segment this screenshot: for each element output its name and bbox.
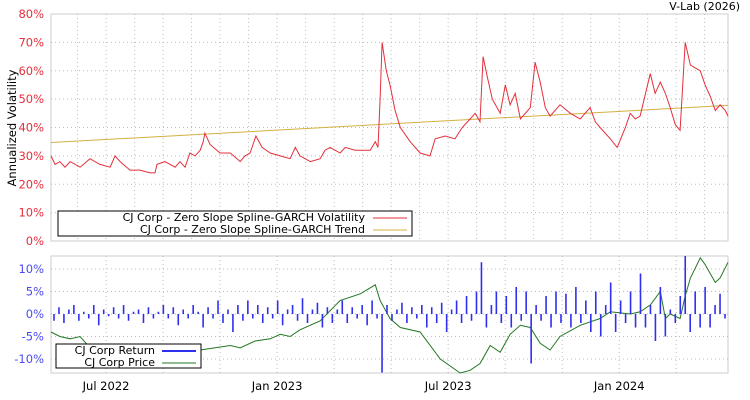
legend-return-label: CJ Corp Return [75, 344, 155, 357]
y-tick-label: 5% [26, 285, 44, 299]
credit-label: V-Lab (2026) [669, 0, 740, 13]
legend-box [57, 210, 413, 237]
y-tick-label: 0% [26, 307, 44, 321]
trend-line [50, 104, 729, 143]
y-axis-label: Annualized Volatility [5, 69, 19, 186]
y-tick-label: 10% [18, 206, 44, 220]
y-tick-label: 30% [18, 149, 44, 163]
volatility-line [50, 42, 729, 174]
volatility-panel: 0% 10% 20% 30% 40% 50% 60% 70% 80% Annualized Vo… [5, 7, 729, 248]
y-tick-label: 10% [18, 262, 44, 276]
legend-price-label: CJ Corp Price [84, 356, 155, 369]
returns-panel: 10% 5% 0% -5% -10% Jul 2022 Jan 2023 Jul 2023 Ja… [14, 255, 729, 393]
legend-box [55, 343, 202, 369]
legend-volatility-label: CJ Corp - Zero Slope Spline-GARCH Volati… [123, 211, 366, 224]
x-tick-label: Jan 2024 [593, 379, 645, 393]
y-tick-label: 20% [18, 177, 44, 191]
y-tick-label: 60% [18, 64, 44, 78]
x-tick-label: Jul 2023 [424, 379, 472, 393]
y-tick-label: 50% [18, 92, 44, 106]
y-tick-label: 0% [26, 234, 44, 248]
x-tick-label: Jan 2023 [251, 379, 303, 393]
x-tick-label: Jul 2022 [82, 379, 130, 393]
y-tick-label: -10% [14, 352, 44, 366]
y-tick-label: 70% [18, 35, 44, 49]
y-tick-label: 40% [18, 121, 44, 135]
y-tick-label: -5% [22, 330, 44, 344]
returns-legend: CJ Corp Return CJ Corp Price [55, 343, 202, 369]
legend-trend-label: CJ Corp - Zero Slope Spline-GARCH Trend [140, 223, 365, 236]
volatility-legend: CJ Corp - Zero Slope Spline-GARCH Volati… [57, 210, 413, 237]
volatility-plot-area [50, 13, 729, 242]
y-tick-label: 80% [18, 7, 44, 21]
